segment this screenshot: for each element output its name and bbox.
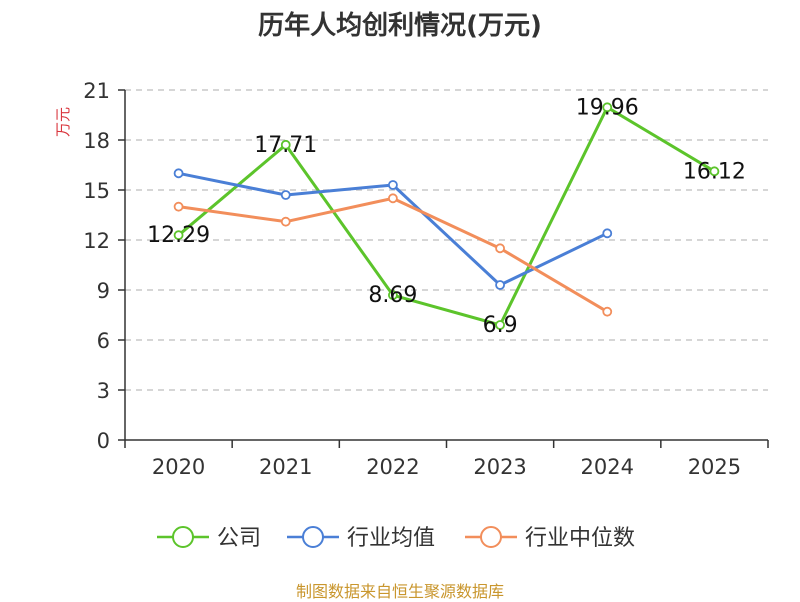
y-tick-label: 9 <box>97 279 110 303</box>
y-tick-label: 15 <box>83 179 110 203</box>
y-tick-label: 18 <box>83 129 110 153</box>
x-tick-label: 2020 <box>152 455 205 479</box>
series-point-1 <box>495 280 505 290</box>
data-label: 8.69 <box>368 283 417 308</box>
source-note: 制图数据来自恒生聚源数据库 <box>295 582 504 601</box>
series-point-0 <box>602 102 613 113</box>
series-point-1 <box>388 180 398 190</box>
series-point-1 <box>173 168 184 179</box>
legend-marker <box>480 526 502 548</box>
x-tick-label: 2025 <box>688 455 741 479</box>
data-label: 12.29 <box>147 223 210 248</box>
series-point-0 <box>495 320 505 330</box>
series-lines <box>173 102 720 330</box>
data-label: 6.9 <box>483 313 518 338</box>
axes: 0 3 6 9 12 15 18 21 2020 2021 2022 2023 2024 2025 万元 <box>54 79 769 479</box>
legend-marker <box>302 526 324 548</box>
series-point-1 <box>280 190 291 200</box>
series-point-2 <box>388 193 398 204</box>
data-label: 19.96 <box>576 95 639 120</box>
series-point-2 <box>280 216 291 227</box>
series-point-0 <box>388 290 398 301</box>
data-label: 16.12 <box>683 159 746 184</box>
series-point-2 <box>495 243 505 254</box>
y-tick-label: 21 <box>83 79 110 103</box>
x-tick-label: 2021 <box>259 455 312 479</box>
series-point-2 <box>173 201 184 212</box>
legend-label: 行业均值 <box>347 526 435 551</box>
legend: 公司 行业均值 行业中位数 <box>157 526 635 551</box>
series-point-0 <box>173 230 184 241</box>
series-point-0 <box>709 166 720 177</box>
x-tick-label: 2024 <box>581 455 634 479</box>
x-tick-label: 2023 <box>473 455 526 479</box>
x-tick-label: 2022 <box>366 455 419 479</box>
series-point-2 <box>602 306 613 317</box>
y-tick-label: 3 <box>97 379 110 403</box>
y-axis-label: 万元 <box>54 107 72 137</box>
series-line-0 <box>177 105 716 327</box>
series-point-0 <box>280 139 291 150</box>
data-labels: 12.29 17.71 8.69 6.9 19.96 16.12 <box>147 95 746 338</box>
y-tick-label: 6 <box>97 329 110 353</box>
chart-title: 历年人均创利情况(万元) <box>258 11 542 41</box>
y-tick-label: 12 <box>83 229 110 253</box>
legend-label: 行业中位数 <box>525 526 635 551</box>
y-tick-label: 0 <box>97 429 110 453</box>
grid-lines <box>125 89 768 391</box>
series-point-1 <box>602 228 613 239</box>
data-label: 17.71 <box>254 133 317 158</box>
legend-label: 公司 <box>217 526 261 551</box>
legend-marker <box>172 526 194 548</box>
